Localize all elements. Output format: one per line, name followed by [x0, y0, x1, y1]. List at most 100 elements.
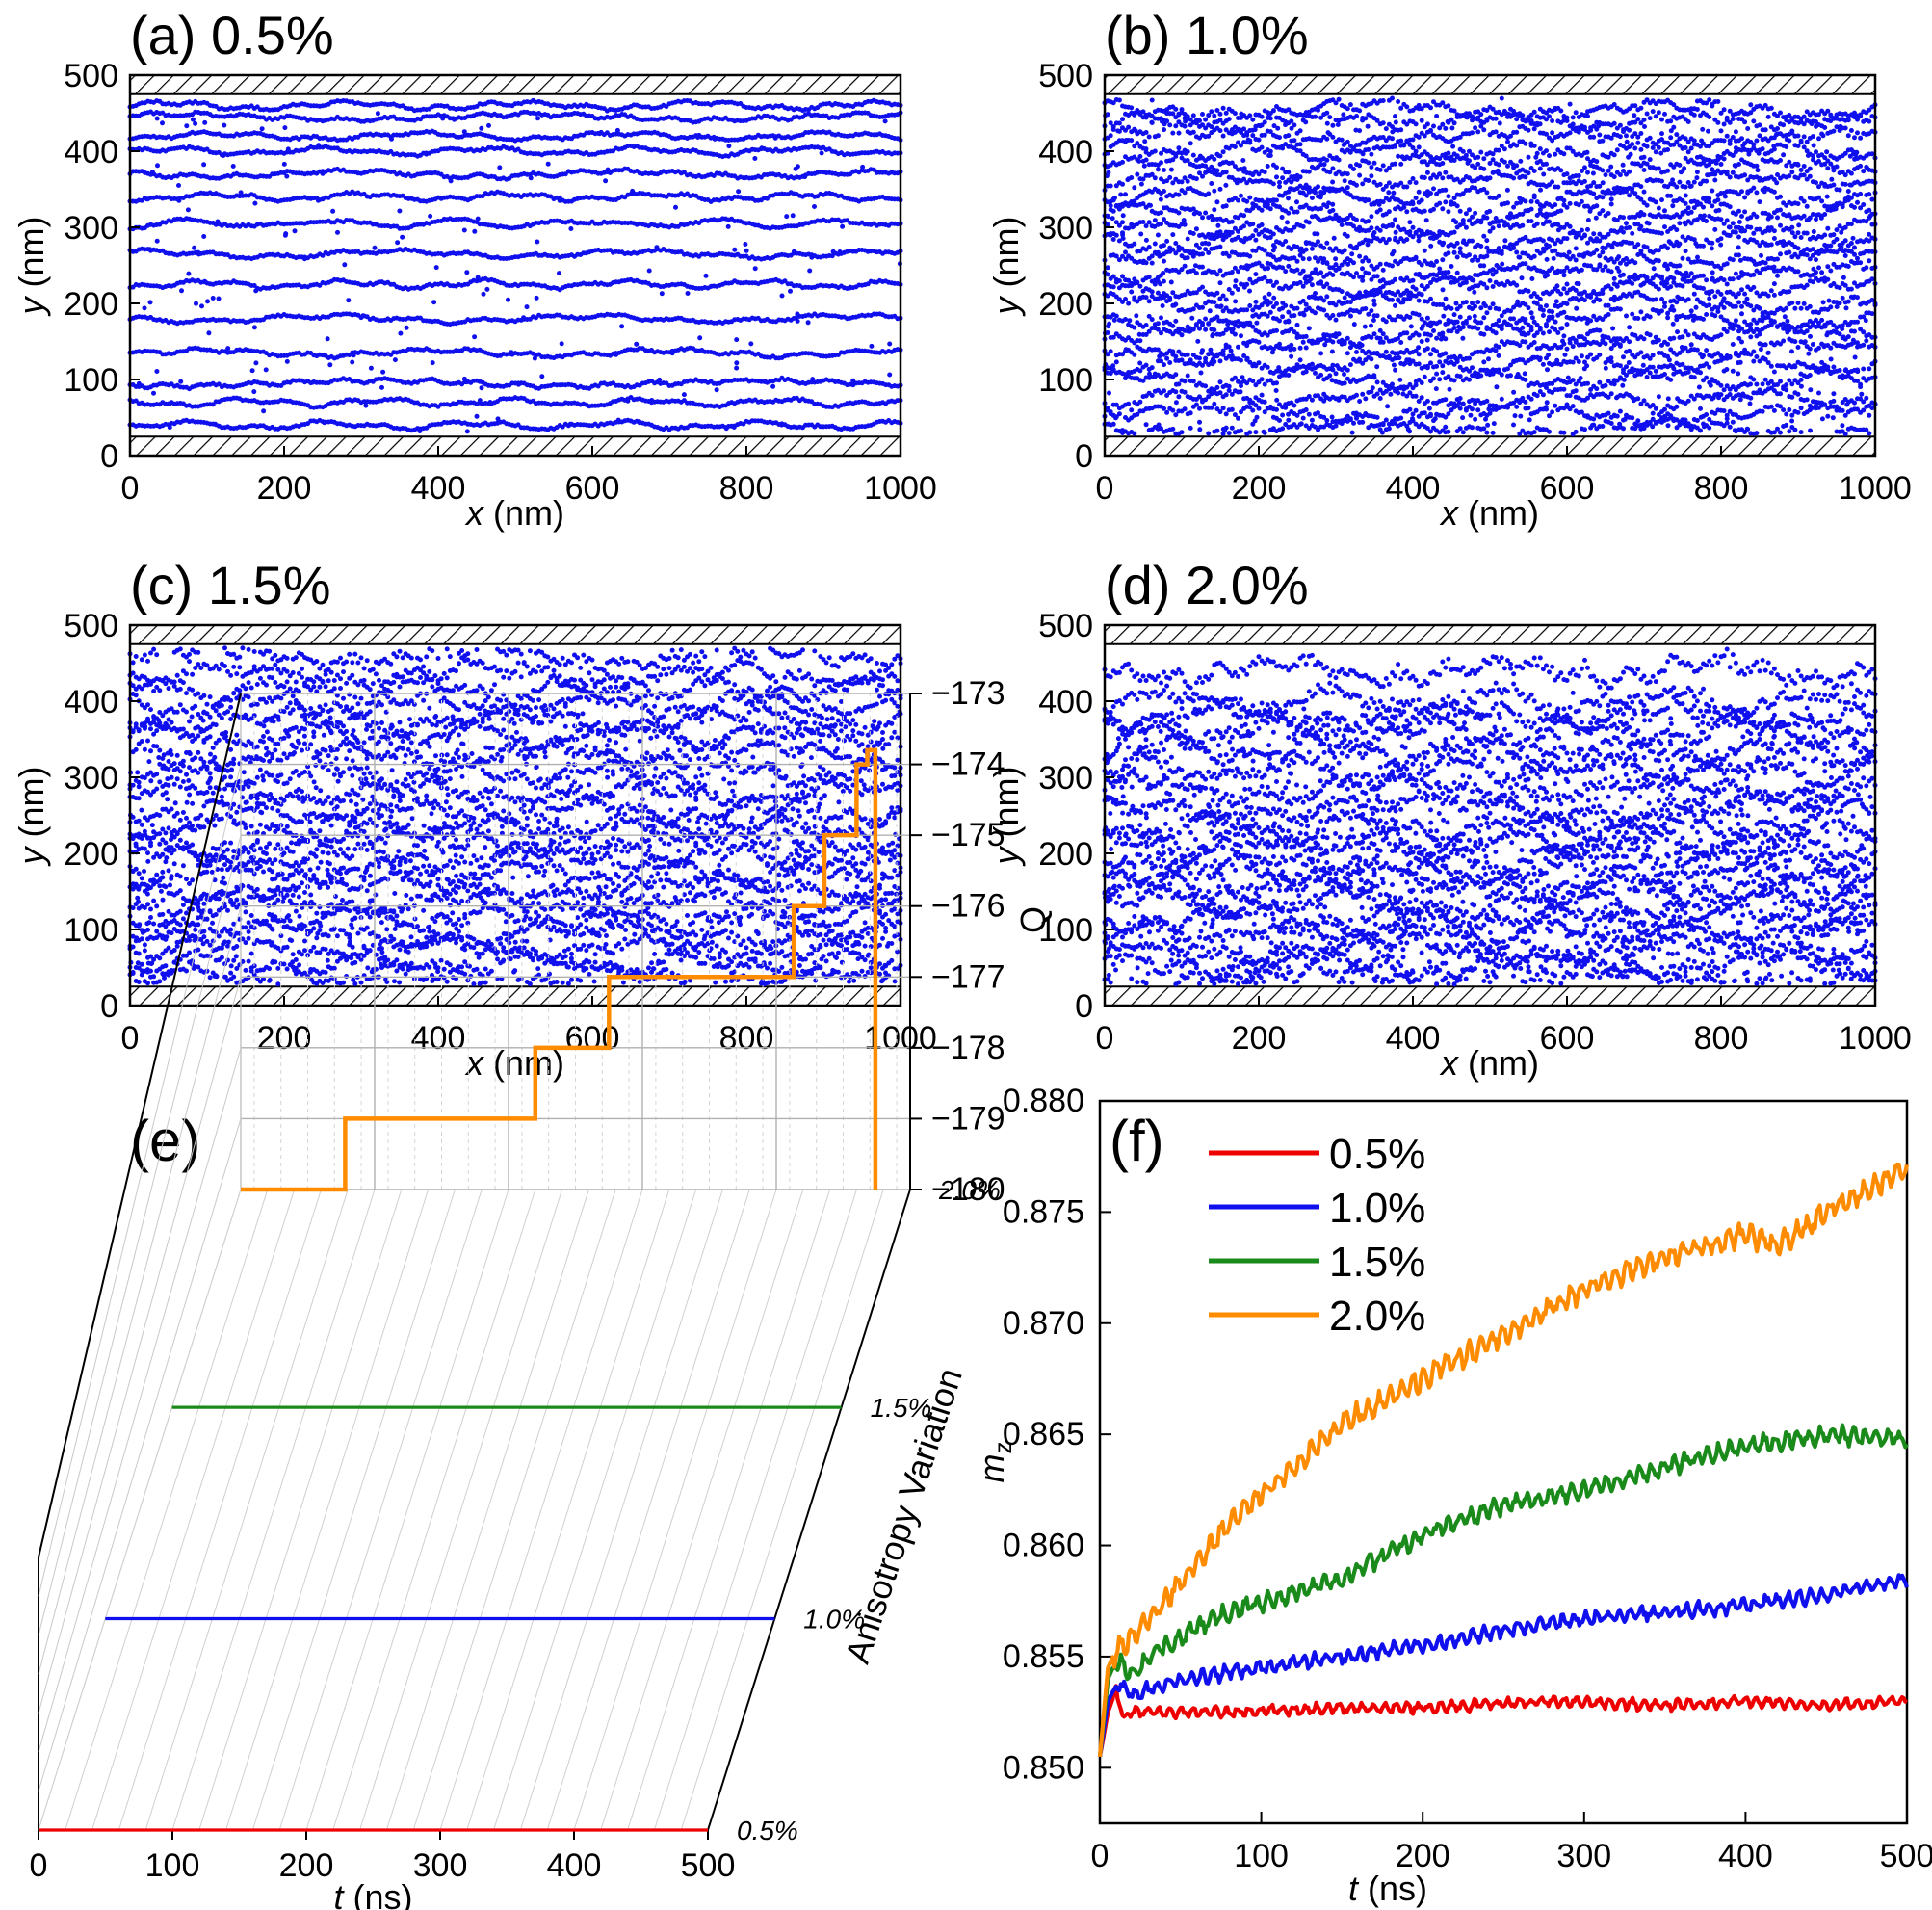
- x-tick-label: 800: [719, 1020, 774, 1057]
- panel-a: (a) 0.5% 0 200 400 600 800 1000 0 100 200 300 400 5…: [12, 5, 937, 533]
- wall-top: [129, 624, 901, 645]
- panel-f: (f) 0 100 200 300 400 500 0.850 0.855 0.860 0.865…: [972, 1083, 1932, 1908]
- y-tick-label: 500: [64, 58, 118, 94]
- floor-grid: [680, 1189, 884, 1831]
- series-1.0%: [1097, 1573, 1909, 1758]
- floor-grid: [439, 1189, 643, 1831]
- y-axis-label: y (nm): [986, 217, 1026, 318]
- x-axis-label: t (ns): [1348, 1869, 1427, 1908]
- floor-grid: [385, 1189, 589, 1831]
- t-axis-label-var: t: [333, 1877, 345, 1910]
- y-tick-label: 0: [1075, 988, 1093, 1025]
- x-tick-label: 600: [565, 1020, 620, 1057]
- y-tick-label: 0.850: [1003, 1749, 1084, 1786]
- wall-bottom: [1104, 985, 1876, 1007]
- wall-top: [1104, 74, 1876, 95]
- y-tick-label: 0: [1075, 438, 1093, 475]
- x-tick-label: 0: [1096, 470, 1114, 507]
- y-tick-label: 0.875: [1003, 1193, 1084, 1230]
- x-tick-label: 400: [1718, 1838, 1773, 1874]
- x-tick-label: 800: [1694, 470, 1749, 507]
- side-grid: [38, 835, 242, 1635]
- legend-label: 1.5%: [1329, 1239, 1425, 1286]
- panel-c: (c) 1.5% 0 200 400 600 800 100001002003004005…: [12, 555, 937, 1083]
- floor-grid: [198, 1189, 403, 1831]
- x-tick-label: 1000: [864, 470, 937, 507]
- y-axis-label: y (nm): [12, 767, 51, 868]
- wall-bottom: [129, 435, 901, 457]
- plot-frame: [1103, 73, 1877, 458]
- t-axis-label: t (ns): [333, 1877, 412, 1910]
- x-axis-label: x (nm): [1439, 493, 1539, 533]
- x-axis-label: x (nm): [1439, 1043, 1539, 1083]
- y-tick-label: 500: [1038, 608, 1093, 644]
- x-axis-label-unit: (nm): [1458, 493, 1539, 533]
- x-tick-label: 200: [257, 470, 312, 507]
- x-axis-label-var: t: [1348, 1869, 1360, 1908]
- category-label: 1.0%: [803, 1605, 865, 1635]
- t-axis-label-unit: (ns): [344, 1877, 413, 1910]
- panel-d-title: (d) 2.0%: [1105, 555, 1309, 615]
- x-axis-label-var: x: [464, 1043, 485, 1083]
- x-tick-label: 200: [257, 1020, 312, 1057]
- y-tick-label: 200: [64, 286, 118, 323]
- side-grid: [38, 1047, 242, 1753]
- x-tick-label: 600: [565, 470, 620, 507]
- x-tick-label: 400: [1386, 470, 1441, 507]
- series-2.0%: [241, 747, 878, 1192]
- skyrmion-trajectories: [127, 645, 903, 987]
- y-tick-label: 300: [1038, 760, 1093, 797]
- z-tick-label: −174: [931, 746, 1005, 783]
- x-axis-label-var: x: [1439, 1043, 1460, 1083]
- y-tick-label: 300: [64, 210, 118, 247]
- floor-grid: [251, 1189, 456, 1831]
- floor-grid: [600, 1189, 804, 1831]
- x-tick-label: 0: [1091, 1838, 1110, 1874]
- legend-label: 2.0%: [1329, 1293, 1425, 1340]
- floor-grid: [278, 1189, 483, 1831]
- x-tick-label: 500: [1880, 1838, 1932, 1874]
- plot-frame: [128, 623, 902, 1007]
- x-tick-label: 0: [1096, 1020, 1114, 1057]
- legend-label: 1.0%: [1329, 1185, 1425, 1232]
- floor-grid: [225, 1189, 430, 1831]
- category-label: 2.0%: [938, 1175, 1001, 1205]
- y-tick-label: 0.870: [1003, 1305, 1084, 1342]
- x-tick-label: 1000: [1839, 470, 1912, 507]
- y-tick-label: 200: [1038, 286, 1093, 323]
- wall-bottom: [1104, 435, 1876, 457]
- z-tick-label: −180: [931, 1171, 1005, 1208]
- x-axis-label-var: x: [464, 493, 485, 533]
- y-tick-label: 0: [100, 988, 118, 1025]
- wall-top: [1104, 624, 1876, 645]
- x-tick-label: 400: [411, 470, 466, 507]
- x-tick-label: 200: [1232, 1020, 1287, 1057]
- floor-grid: [546, 1189, 750, 1831]
- x-tick-label: 400: [411, 1020, 466, 1057]
- x-tick-label: 0: [121, 470, 140, 507]
- skyrmion-trajectories: [127, 97, 903, 434]
- floor-grid: [144, 1189, 349, 1831]
- floor-grid: [305, 1189, 509, 1831]
- x-tick-label: 100: [1234, 1838, 1289, 1874]
- depth-axis: [707, 1189, 911, 1831]
- top-left-edge: [38, 693, 242, 1557]
- panel-b: (b) 1.0% 0 200 400 600 800 1000 0 100 200 300 400 5…: [986, 5, 1912, 533]
- y-tick-label: 100: [1038, 362, 1093, 399]
- t-tick-label: 400: [547, 1847, 602, 1884]
- panel-c-title: (c) 1.5%: [130, 555, 331, 615]
- z-tick-label: −177: [931, 958, 1005, 995]
- series-0.5%: [1097, 1684, 1908, 1758]
- t-tick-label: 200: [279, 1847, 334, 1884]
- x-tick-label: 600: [1540, 470, 1595, 507]
- z-tick-label: −176: [931, 888, 1005, 925]
- floor-grid: [412, 1189, 616, 1831]
- x-tick-label: 300: [1556, 1838, 1611, 1874]
- z-tick-label: −173: [931, 675, 1005, 712]
- floor-grid: [359, 1189, 563, 1831]
- floor-grid: [91, 1189, 296, 1831]
- floor-grid: [466, 1189, 670, 1831]
- y-tick-label: 100: [64, 362, 118, 399]
- x-tick-label: 200: [1232, 470, 1287, 507]
- floor-grid: [627, 1189, 831, 1831]
